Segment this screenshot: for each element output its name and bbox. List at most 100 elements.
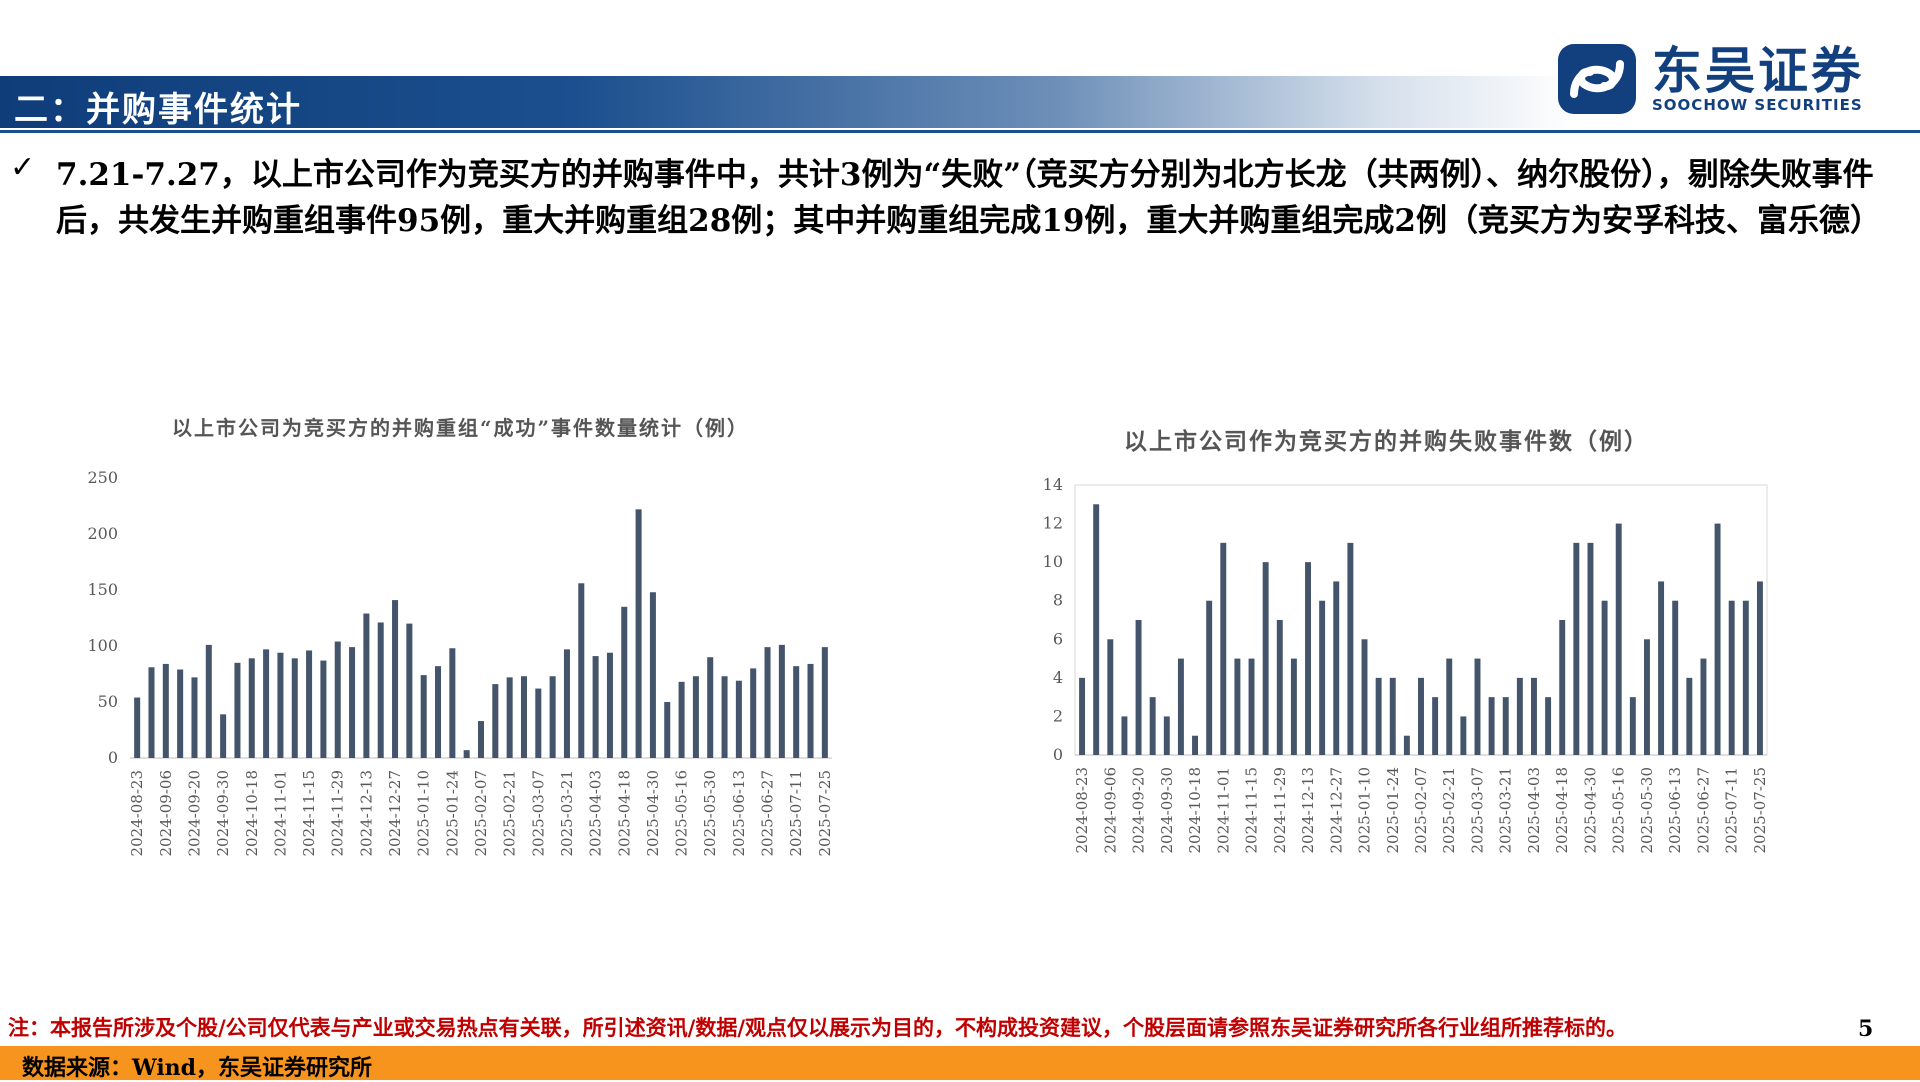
bar: [578, 583, 585, 758]
bar: [148, 667, 155, 758]
bar: [793, 666, 800, 758]
bar: [692, 676, 699, 758]
y-tick-label: 0: [108, 748, 118, 767]
soochow-logo-icon: [1558, 44, 1636, 114]
bar: [334, 641, 341, 758]
bar: [1079, 677, 1086, 755]
y-tick-label: 14: [1043, 475, 1063, 494]
bar: [664, 702, 671, 758]
bar: [177, 669, 184, 758]
x-tick-label: 2024-11-15: [1243, 767, 1261, 853]
x-tick-label: 2025-04-30: [1581, 767, 1599, 853]
x-tick-label: 2025-05-30: [1638, 767, 1656, 853]
success-events-plot: 0 50 100 150 200 250 2024-08-23 2024-09-06 2024-…: [87, 468, 834, 856]
bar: [1516, 677, 1523, 755]
bar: [649, 592, 656, 758]
y-tick-label: 50: [98, 692, 118, 711]
bar: [191, 677, 198, 758]
bar: [1700, 658, 1707, 755]
x-tick-label: 2025-07-25: [1751, 767, 1769, 853]
bar: [420, 675, 427, 758]
y-tick-label: 200: [87, 524, 118, 543]
bar: [406, 623, 413, 758]
bar: [1714, 523, 1721, 755]
summary-text: 7.21-7.27，以上市公司作为竞买方的并购事件中，共计3例为“失败”（竞买方…: [56, 157, 1881, 239]
bar: [1135, 620, 1142, 755]
y-tick-label: 12: [1043, 514, 1063, 533]
x-tick-label: 2024-12-13: [357, 770, 375, 856]
bar: [563, 649, 570, 758]
bar: [764, 647, 771, 758]
bar: [392, 600, 399, 758]
bar: [1347, 542, 1354, 755]
check-icon: ✓: [10, 150, 36, 185]
bar: [1502, 697, 1509, 755]
y-tick-label: 10: [1043, 552, 1063, 571]
x-tick-label: 2025-03-07: [1468, 767, 1486, 853]
x-tick-label: 2025-02-07: [1412, 767, 1430, 853]
bar: [1728, 600, 1735, 755]
header-divider: [0, 130, 1920, 133]
x-tick-label: 2024-09-20: [185, 770, 203, 856]
bar: [721, 676, 728, 758]
chart-title: 以上市公司为竞买方的并购重组“成功”事件数量统计（例）: [172, 416, 750, 440]
x-tick-label: 2024-09-06: [1101, 767, 1119, 853]
bar: [1446, 658, 1453, 755]
x-tick-label: 2024-10-18: [243, 770, 261, 856]
bar: [707, 657, 714, 758]
bar: [535, 688, 542, 758]
bar: [606, 652, 613, 758]
bar: [1629, 697, 1636, 755]
x-tick-label: 2024-12-27: [386, 770, 404, 856]
x-tick-label: 2025-04-18: [615, 770, 633, 856]
x-tick-label: 2025-07-25: [816, 770, 834, 856]
y-tick-label: 2: [1053, 706, 1063, 725]
bar: [678, 681, 685, 758]
bar: [377, 622, 384, 758]
bar: [134, 697, 141, 758]
bar: [306, 650, 313, 758]
y-tick-label: 250: [87, 468, 118, 487]
bar: [435, 666, 442, 758]
bar: [621, 606, 628, 758]
x-tick-label: 2025-06-13: [730, 770, 748, 856]
x-tick-label: 2025-03-21: [558, 770, 576, 856]
x-tick-label: 2024-09-30: [214, 770, 232, 856]
x-tick-label: 2025-04-18: [1553, 767, 1571, 853]
bar: [735, 680, 742, 758]
bar: [1375, 677, 1382, 755]
x-tick-label: 2025-06-27: [1694, 767, 1712, 853]
x-tick-label: 2025-04-03: [1525, 767, 1543, 853]
x-tick-label: 2025-02-21: [501, 770, 519, 856]
bar: [1460, 716, 1467, 755]
data-source: 数据来源：Wind，东吴证券研究所: [22, 1055, 373, 1081]
x-tick-label: 2024-11-15: [300, 770, 318, 856]
bar: [1333, 581, 1340, 755]
bar: [1262, 562, 1269, 755]
bar: [1756, 581, 1763, 755]
bar: [1545, 697, 1552, 755]
x-tick-label: 2024-12-13: [1299, 767, 1317, 853]
x-tick-label: 2025-01-10: [1356, 767, 1374, 853]
section-title: 二：并购事件统计: [14, 90, 302, 130]
x-tick-label: 2025-05-30: [701, 770, 719, 856]
bar: [1742, 600, 1749, 755]
bar: [1531, 677, 1537, 755]
bar: [520, 676, 527, 758]
bar: [1206, 600, 1213, 755]
x-tick-label: 2025-04-30: [644, 770, 662, 856]
bar: [291, 658, 298, 758]
bar: [1220, 542, 1227, 755]
x-tick-label: 2025-01-24: [443, 770, 461, 856]
x-tick-label: 2025-01-24: [1384, 767, 1402, 853]
bar: [1192, 735, 1199, 755]
bar: [220, 714, 227, 758]
bar: [1601, 600, 1608, 755]
x-tick-label: 2024-12-27: [1327, 767, 1345, 853]
bar: [635, 509, 642, 758]
bar: [1234, 658, 1241, 755]
x-tick-label: 2025-04-03: [587, 770, 605, 856]
bar: [1177, 658, 1184, 755]
bar: [1121, 716, 1128, 755]
bar: [162, 663, 169, 758]
